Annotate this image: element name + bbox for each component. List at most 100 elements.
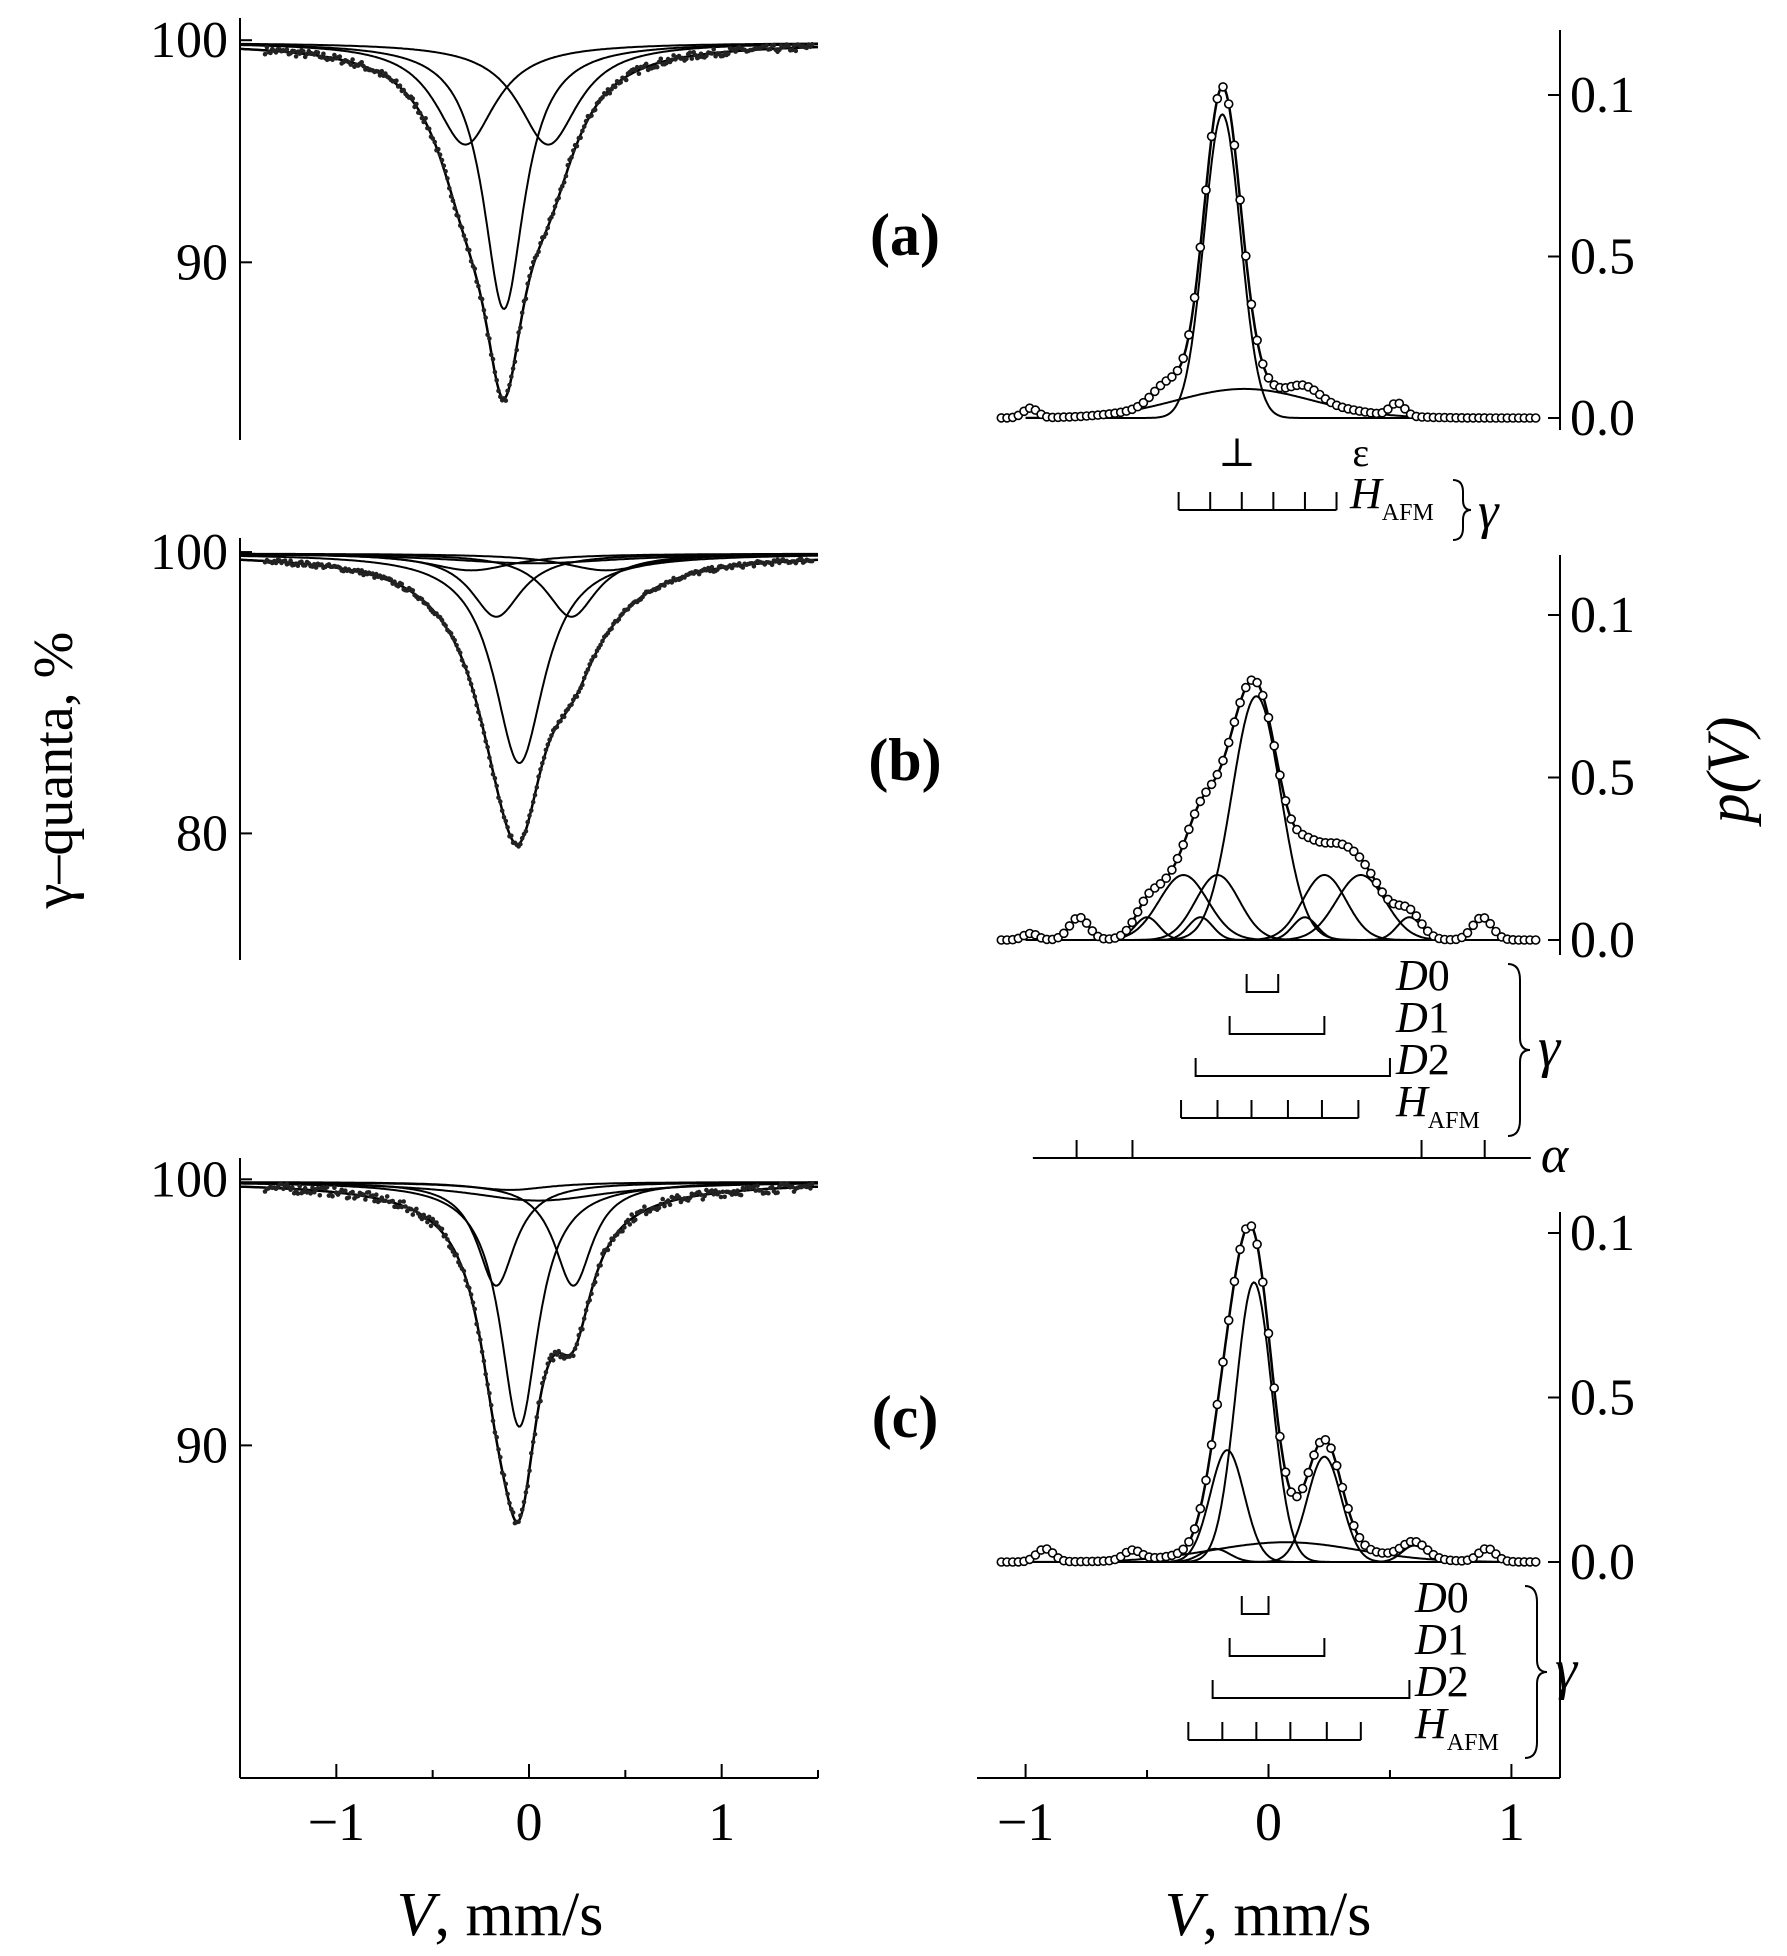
spectrum-data-point bbox=[733, 49, 738, 54]
spectrum-y-tick-label: 100 bbox=[150, 1151, 228, 1208]
spectrum-data-point bbox=[538, 1398, 543, 1404]
spectrum-data-point bbox=[434, 1220, 439, 1225]
spectrum-data-point bbox=[262, 51, 268, 57]
spectrum-data-point bbox=[485, 1382, 490, 1387]
distribution-data-point bbox=[1235, 195, 1245, 205]
spectrum-data-point bbox=[713, 1188, 718, 1193]
spectrum-component-1 bbox=[240, 1182, 818, 1428]
phase-marker: ε bbox=[1352, 430, 1369, 475]
spectrum-data-point bbox=[302, 563, 308, 568]
spectrum-component-6 bbox=[240, 553, 818, 565]
spectrum-data-point bbox=[534, 785, 540, 790]
distribution-data-point bbox=[1201, 185, 1211, 195]
spectrum-data-point bbox=[600, 95, 605, 100]
distribution-data-point bbox=[1229, 1276, 1240, 1287]
stick-diagram-D0 bbox=[1245, 974, 1280, 993]
spectrum-data-point bbox=[472, 266, 478, 272]
spectrum-data-point bbox=[716, 1190, 722, 1195]
distribution-data-point bbox=[1269, 740, 1279, 751]
spectrum-data-point bbox=[461, 1268, 467, 1274]
spectrum-data-point bbox=[711, 47, 716, 52]
stick-diagram-label: D0 bbox=[1395, 951, 1450, 1000]
stick-diagram-label: D2 bbox=[1395, 1035, 1450, 1084]
brace-label: γ bbox=[1538, 1017, 1562, 1079]
spectrum-data-point bbox=[467, 247, 472, 253]
spectrum-data-point bbox=[432, 139, 438, 145]
distribution-data-point bbox=[1212, 769, 1223, 780]
spectrum-data-point bbox=[538, 767, 543, 772]
spectrum-data-point bbox=[494, 1434, 500, 1440]
distribution-data-point bbox=[1184, 824, 1194, 835]
spectrum-data-point bbox=[485, 332, 490, 338]
spectrum-data-point bbox=[507, 382, 512, 388]
stick-diagram-D0 bbox=[1240, 1596, 1270, 1615]
distribution-data-point bbox=[1229, 717, 1240, 727]
spectrum-data-point bbox=[518, 325, 523, 330]
spectrum-data-point bbox=[580, 128, 585, 134]
spectrum-data-point bbox=[769, 562, 775, 568]
spectrum-data-point bbox=[580, 1327, 585, 1332]
distribution-data-point bbox=[1212, 1399, 1223, 1410]
spectrum-data-point bbox=[501, 1472, 507, 1478]
spectrum-data-point bbox=[550, 1358, 556, 1363]
distribution-data-point bbox=[1144, 392, 1154, 403]
spectrum-data-point bbox=[499, 808, 505, 814]
spectrum-data-point bbox=[299, 559, 304, 564]
left-y-axis-label: γ–quanta, % bbox=[23, 632, 85, 910]
spectrum-data-point bbox=[488, 1403, 494, 1408]
spectrum-data-point bbox=[414, 101, 419, 107]
spectrum-data-point bbox=[700, 1197, 706, 1202]
spectrum-data-point bbox=[481, 308, 487, 313]
distribution-data-point bbox=[1076, 912, 1086, 923]
spectrum-data-point bbox=[771, 42, 777, 48]
spectrum-data-point bbox=[549, 733, 554, 738]
panel-label: (b) bbox=[868, 727, 941, 793]
spectrum-data-point bbox=[461, 233, 467, 238]
spectrum-data-point bbox=[301, 49, 306, 54]
spectrum-data-point bbox=[530, 1439, 536, 1445]
distribution-data-point bbox=[1138, 397, 1149, 408]
spectrum-data-point bbox=[297, 1183, 303, 1189]
spectrum-data-point bbox=[291, 48, 297, 54]
spectrum-data-point bbox=[359, 568, 365, 573]
spectrum-data-point bbox=[452, 206, 458, 211]
spectrum-data-point bbox=[478, 1337, 483, 1343]
spectrum-data-point bbox=[281, 1186, 286, 1192]
spectrum-component-1 bbox=[240, 554, 818, 765]
stick-diagram-label: HAFM bbox=[1414, 1699, 1499, 1756]
panel-label: (a) bbox=[870, 202, 940, 268]
spectrum-data-point bbox=[417, 110, 423, 116]
distribution-data-point bbox=[1530, 1557, 1541, 1567]
spectrum-panel-c: 100 90 bbox=[150, 1151, 818, 1778]
spectrum-data-point bbox=[709, 51, 715, 56]
spectrum-data-point bbox=[793, 48, 799, 54]
distribution-data-point bbox=[1258, 690, 1268, 701]
spectrum-data-point bbox=[490, 772, 496, 777]
spectrum-data-point bbox=[618, 80, 623, 85]
distribution-data-point bbox=[1280, 1467, 1291, 1477]
brace bbox=[1524, 1585, 1548, 1759]
spectrum-data-point bbox=[702, 1193, 707, 1199]
spectrum-data-point bbox=[439, 1226, 445, 1232]
spectrum-data-point bbox=[301, 1189, 306, 1195]
spectrum-data-point bbox=[550, 211, 556, 217]
spectrum-data-point bbox=[775, 1190, 780, 1195]
spectrum-component-4 bbox=[240, 1182, 818, 1202]
spectrum-component-2 bbox=[240, 42, 818, 146]
spectrum-data-point bbox=[456, 214, 461, 219]
spectrum-data-point bbox=[419, 1216, 425, 1222]
distribution-data-point bbox=[1263, 1328, 1274, 1339]
distribution-data-point bbox=[1485, 918, 1495, 929]
spectrum-data-point bbox=[503, 398, 509, 403]
spectrum-data-point bbox=[534, 1415, 540, 1420]
distribution-data-point bbox=[1462, 927, 1473, 938]
distribution-data-point bbox=[1184, 329, 1194, 340]
distribution-data-point bbox=[1184, 1537, 1194, 1547]
distribution-data-point bbox=[1349, 1520, 1359, 1531]
spectrum-data-point bbox=[430, 136, 436, 141]
spectrum-data-point bbox=[470, 688, 476, 694]
spectrum-data-point bbox=[556, 195, 561, 201]
